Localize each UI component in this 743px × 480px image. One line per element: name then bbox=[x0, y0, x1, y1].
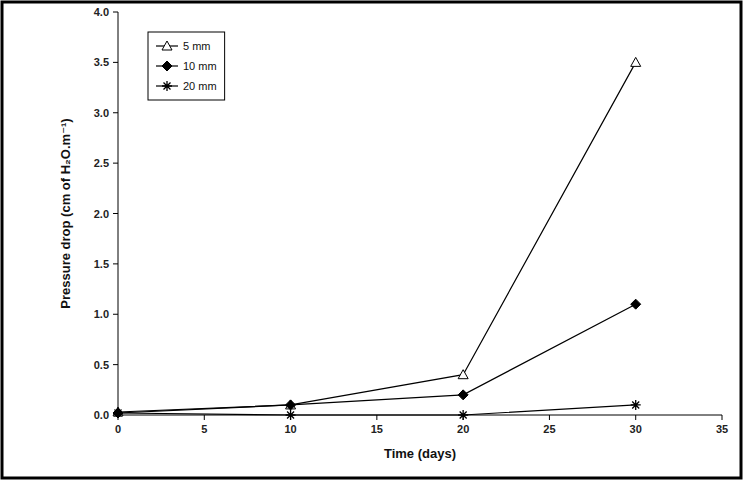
y-tick bbox=[113, 163, 118, 164]
x-tick bbox=[376, 415, 377, 420]
x-tick bbox=[204, 415, 205, 420]
x-tick bbox=[722, 415, 723, 420]
x-tick-label: 0 bbox=[115, 423, 121, 435]
legend-label: 10 mm bbox=[183, 60, 217, 72]
y-tick bbox=[113, 62, 118, 63]
y-tick-label: 1.5 bbox=[94, 258, 109, 270]
y-tick bbox=[113, 12, 118, 13]
data-point bbox=[631, 299, 641, 309]
y-tick-label: 2.5 bbox=[94, 157, 109, 169]
data-point bbox=[286, 410, 296, 420]
y-tick bbox=[113, 314, 118, 315]
legend-label: 20 mm bbox=[183, 80, 217, 92]
y-tick bbox=[113, 213, 118, 214]
x-tick-label: 10 bbox=[284, 423, 296, 435]
series-line bbox=[118, 62, 636, 412]
y-tick-label: 3.5 bbox=[94, 56, 109, 68]
y-axis-title: Pressure drop (cm of H₂O.m⁻¹) bbox=[58, 118, 73, 308]
series-line bbox=[118, 405, 636, 415]
y-tick bbox=[113, 364, 118, 365]
legend-marker bbox=[162, 41, 172, 50]
chart: 0 5 10 15 20 25 30 35 0.0 0.5 1.0 1.5 2.0 2.5 3.0 3.5 4.… bbox=[0, 0, 743, 480]
legend-marker bbox=[162, 61, 172, 71]
y-tick-label: 1.0 bbox=[94, 308, 109, 320]
y-tick-label: 4.0 bbox=[94, 6, 109, 18]
legend-box bbox=[148, 32, 225, 100]
x-tick-label: 30 bbox=[630, 423, 642, 435]
x-tick bbox=[635, 415, 636, 420]
data-point bbox=[458, 370, 468, 379]
frame bbox=[2, 2, 741, 478]
plot-area bbox=[113, 57, 641, 420]
y-tick-label: 0.0 bbox=[94, 409, 109, 421]
legend-label: 5 mm bbox=[183, 40, 211, 52]
data-point bbox=[113, 408, 123, 418]
data-point bbox=[631, 400, 641, 410]
x-tick-label: 35 bbox=[716, 423, 728, 435]
data-point bbox=[458, 410, 468, 420]
y-tick-label: 2.0 bbox=[94, 208, 109, 220]
y-tick-label: 3.0 bbox=[94, 107, 109, 119]
data-point bbox=[631, 57, 641, 66]
series-line bbox=[118, 304, 636, 413]
y-tick bbox=[113, 112, 118, 113]
x-axis-title: Time (days) bbox=[384, 446, 456, 461]
x-tick bbox=[549, 415, 550, 420]
x-tick-label: 5 bbox=[201, 423, 207, 435]
y-tick bbox=[113, 263, 118, 264]
data-point bbox=[286, 400, 296, 409]
data-point bbox=[458, 390, 468, 400]
x-tick-label: 15 bbox=[371, 423, 383, 435]
legend: 5 mm 10 mm 20 mm bbox=[148, 32, 225, 100]
y-tick-label: 0.5 bbox=[94, 359, 109, 371]
data-point bbox=[113, 408, 123, 418]
x-tick-label: 25 bbox=[543, 423, 555, 435]
legend-marker bbox=[162, 81, 172, 91]
data-point bbox=[286, 400, 296, 410]
x-tick-label: 20 bbox=[457, 423, 469, 435]
